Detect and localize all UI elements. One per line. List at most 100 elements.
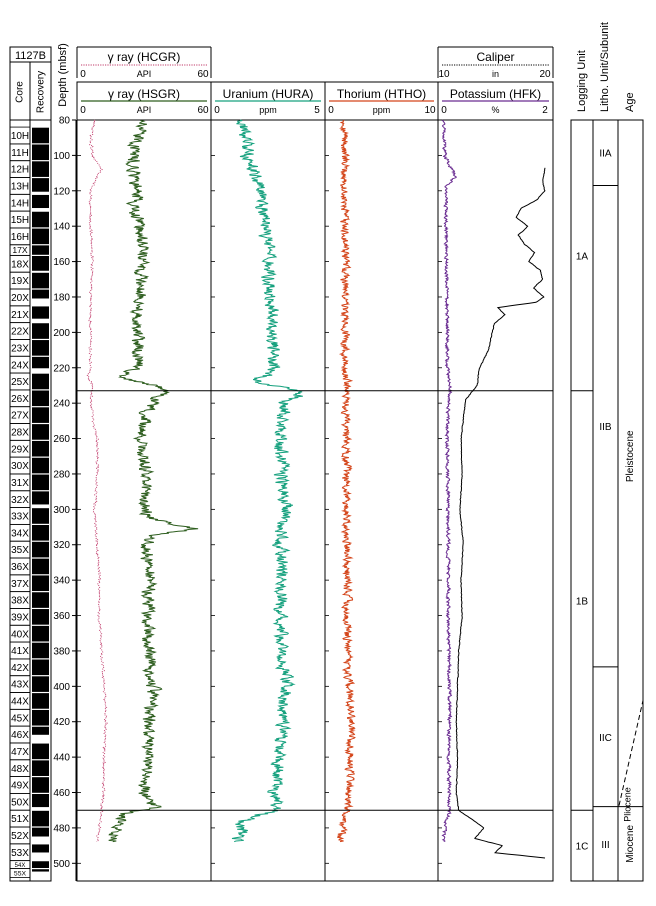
- core-label: 51X: [11, 814, 29, 825]
- header-title: Thorium (HTHO): [337, 87, 426, 101]
- depth-tick-label: 340: [53, 576, 70, 587]
- series-hfk: [441, 119, 457, 843]
- recovery-bar: [32, 541, 49, 558]
- top-header-min: 0: [80, 69, 86, 80]
- depth-tick-label: 400: [53, 682, 70, 693]
- core-label: 14H: [11, 198, 29, 209]
- depth-tick-label: 80: [59, 116, 71, 127]
- core-label: 15H: [11, 215, 29, 226]
- recovery-bar: [32, 457, 49, 474]
- header-title: γ ray (HSGR): [108, 87, 180, 101]
- recovery-bar: [32, 228, 49, 245]
- core-label: 17X: [12, 245, 28, 255]
- header-max: 5: [314, 105, 320, 116]
- recovery-bar: [32, 289, 49, 299]
- series-hura: [231, 119, 303, 843]
- core-header: Core: [15, 81, 26, 103]
- litho-unit-label: IIA: [599, 149, 612, 160]
- core-label: 29X: [11, 444, 29, 455]
- header-title: Uranium (HURA): [223, 87, 314, 101]
- recovery-bar: [32, 869, 49, 872]
- core-label: 55X: [14, 871, 27, 878]
- recovery-bar: [32, 424, 49, 440]
- header-max: 2: [542, 105, 548, 116]
- depth-tick-label: 120: [53, 186, 70, 197]
- header-max: 10: [424, 105, 436, 116]
- recovery-bar: [32, 625, 49, 642]
- top-header-unit: API: [137, 69, 152, 79]
- recovery-bar: [32, 245, 49, 255]
- recovery-bar: [32, 356, 49, 369]
- age-header: Age: [624, 92, 636, 112]
- core-label: 44X: [11, 697, 29, 708]
- header-unit: ppm: [259, 105, 277, 115]
- recovery-bar: [32, 524, 49, 541]
- age-label: Pleistocene: [625, 430, 636, 482]
- recovery-bar: [32, 127, 49, 144]
- depth-tick-label: 480: [53, 823, 70, 834]
- age-label: Pliocene: [622, 787, 632, 822]
- recovery-bar: [32, 178, 49, 192]
- logging-unit-label: 1A: [576, 251, 589, 262]
- depth-tick-label: 320: [53, 540, 70, 551]
- core-label: 49X: [11, 781, 29, 792]
- core-label: 23X: [11, 343, 29, 354]
- core-label: 34X: [11, 528, 29, 539]
- core-label: 54X: [15, 863, 26, 869]
- top-header-unit: in: [492, 69, 499, 79]
- series-hcgr: [86, 119, 108, 842]
- core-label: 42X: [11, 663, 29, 674]
- core-label: 33X: [11, 512, 29, 523]
- depth-tick-label: 100: [53, 151, 70, 162]
- core-label: 25X: [11, 377, 29, 388]
- recovery-bar: [32, 810, 49, 827]
- recovery-bar: [32, 760, 49, 776]
- litho-unit-label: IIB: [599, 422, 612, 433]
- core-label: 36X: [11, 562, 29, 573]
- logging-unit-label: 1C: [576, 842, 589, 853]
- core-label: 52X: [11, 831, 29, 842]
- right-column: [617, 119, 644, 882]
- site-label: 1127B: [15, 50, 46, 62]
- recovery-bar: [32, 676, 49, 692]
- track: Uranium (HURA)0 ppm 5: [210, 81, 326, 882]
- header-min: 0: [80, 105, 86, 116]
- logging-unit-label: 1B: [576, 596, 589, 607]
- recovery-bar: [32, 211, 49, 228]
- header-box: [437, 81, 554, 121]
- core-label: 46X: [11, 730, 29, 741]
- age-boundary-dashed: [618, 700, 644, 806]
- core-label: 27X: [11, 411, 29, 422]
- recovery-bar: [32, 161, 49, 177]
- depth-tick-label: 200: [53, 328, 70, 339]
- core-label: 20X: [11, 293, 29, 304]
- core-label: 38X: [11, 596, 29, 607]
- track-frame: [437, 119, 554, 882]
- recovery-bar: [32, 306, 49, 319]
- header-unit: API: [137, 105, 152, 115]
- core-label: 12H: [11, 165, 29, 176]
- age-label: Miocene: [625, 825, 636, 863]
- recovery-bar: [32, 659, 49, 676]
- core-label: 24X: [11, 360, 29, 371]
- header-unit: %: [491, 105, 499, 115]
- depth-tick-label: 220: [53, 363, 70, 374]
- depth-tick-label: 380: [53, 646, 70, 657]
- core-label: 40X: [11, 629, 29, 640]
- track: γ ray (HCGR) 0 API 60 γ ray (HSGR) 0 API 60: [76, 46, 212, 882]
- core-label: 50X: [11, 797, 29, 808]
- series-caliper: [455, 167, 546, 859]
- series-hsgr: [108, 119, 199, 843]
- core-label: 45X: [11, 713, 29, 724]
- core-cell: [9, 868, 31, 878]
- recovery-bar: [32, 340, 49, 356]
- recovery-bar: [32, 272, 49, 289]
- core-label: 53X: [11, 848, 29, 859]
- recovery-bar: [32, 709, 49, 726]
- recovery-bar: [32, 793, 49, 808]
- recovery-bar: [32, 827, 49, 837]
- core-label: 21X: [11, 310, 29, 321]
- recovery-bar: [32, 373, 49, 390]
- series-htho: [337, 119, 356, 843]
- recovery-bar: [32, 693, 49, 709]
